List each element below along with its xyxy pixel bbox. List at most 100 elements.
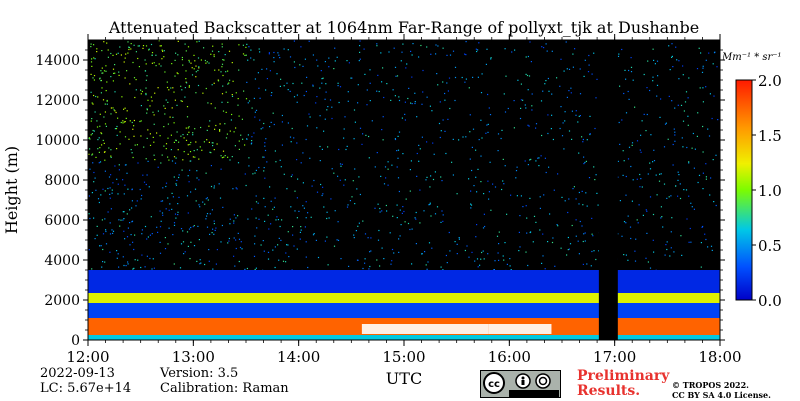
- noise-speck: [572, 66, 574, 68]
- noise-speck: [386, 83, 388, 85]
- noise-speck: [493, 269, 495, 271]
- noise-speck: [579, 115, 581, 117]
- noise-speck: [492, 183, 494, 185]
- noise-speck: [679, 183, 681, 185]
- noise-speck: [477, 49, 479, 51]
- noise-speck: [251, 208, 253, 210]
- noise-speck: [110, 76, 112, 78]
- noise-speck: [579, 220, 581, 223]
- noise-speck: [672, 164, 674, 166]
- noise-speck: [548, 166, 550, 168]
- noise-speck: [454, 66, 457, 68]
- noise-speck: [363, 48, 365, 50]
- noise-speck: [685, 91, 688, 93]
- noise-speck: [211, 142, 213, 144]
- noise-speck: [688, 77, 690, 79]
- noise-speck: [106, 103, 108, 105]
- noise-speck: [238, 238, 241, 240]
- noise-speck: [192, 132, 194, 134]
- noise-speck: [319, 87, 321, 89]
- noise-speck: [445, 254, 447, 257]
- noise-speck: [140, 93, 142, 95]
- noise-speck: [225, 137, 228, 139]
- noise-speck: [346, 206, 349, 208]
- noise-speck: [435, 44, 437, 46]
- noise-speck: [554, 265, 556, 267]
- noise-speck: [327, 106, 329, 108]
- noise-speck: [209, 233, 211, 235]
- noise-speck: [89, 148, 91, 150]
- noise-speck: [267, 214, 269, 216]
- noise-speck: [178, 176, 180, 179]
- chart-title: Attenuated Backscatter at 1064nm Far-Ran…: [108, 18, 699, 37]
- noise-speck: [208, 125, 210, 127]
- noise-speck: [163, 105, 165, 107]
- noise-speck: [391, 248, 394, 251]
- noise-speck: [147, 99, 149, 101]
- noise-speck: [656, 60, 659, 62]
- noise-speck: [451, 161, 453, 163]
- noise-speck: [650, 134, 652, 136]
- noise-speck: [204, 59, 206, 62]
- noise-speck: [688, 162, 690, 164]
- noise-speck: [92, 103, 94, 105]
- noise-speck: [139, 120, 141, 123]
- noise-speck: [246, 81, 248, 83]
- noise-speck: [643, 73, 645, 76]
- noise-speck: [116, 134, 118, 136]
- noise-speck: [213, 220, 215, 222]
- noise-speck: [165, 148, 167, 150]
- noise-speck: [97, 148, 99, 150]
- noise-speck: [368, 268, 370, 270]
- noise-speck: [190, 191, 192, 193]
- noise-speck: [261, 68, 263, 70]
- noise-speck: [98, 162, 100, 164]
- noise-speck: [163, 126, 165, 128]
- noise-speck: [694, 148, 696, 150]
- noise-speck: [108, 147, 110, 149]
- noise-speck: [138, 45, 140, 47]
- noise-speck: [324, 98, 326, 100]
- noise-speck: [280, 166, 282, 168]
- noise-speck: [99, 147, 101, 149]
- noise-speck: [702, 87, 704, 89]
- noise-speck: [191, 67, 193, 69]
- noise-speck: [653, 251, 655, 253]
- noise-speck: [189, 258, 191, 260]
- noise-speck: [184, 251, 186, 253]
- noise-speck: [291, 127, 293, 130]
- noise-speck: [177, 40, 179, 42]
- noise-speck: [303, 207, 305, 209]
- noise-speck: [700, 52, 702, 54]
- noise-speck: [116, 148, 118, 150]
- noise-speck: [484, 225, 486, 228]
- noise-speck: [163, 145, 165, 147]
- noise-speck: [513, 100, 515, 102]
- noise-speck: [340, 258, 342, 260]
- noise-speck: [354, 121, 356, 123]
- noise-speck: [140, 135, 142, 137]
- noise-speck: [388, 51, 390, 53]
- noise-speck: [250, 57, 252, 59]
- noise-speck: [175, 184, 178, 186]
- noise-speck: [365, 134, 367, 136]
- noise-speck: [504, 242, 506, 244]
- noise-speck: [379, 265, 381, 267]
- noise-speck: [93, 57, 95, 59]
- noise-speck: [470, 207, 472, 209]
- noise-speck: [402, 43, 404, 45]
- noise-speck: [666, 248, 668, 251]
- noise-speck: [392, 215, 394, 217]
- noise-speck: [429, 105, 431, 107]
- noise-speck: [531, 93, 533, 95]
- noise-speck: [442, 47, 444, 49]
- noise-speck: [205, 62, 207, 64]
- noise-speck: [407, 97, 409, 100]
- noise-speck: [229, 223, 231, 225]
- noise-speck: [282, 260, 285, 262]
- noise-speck: [258, 166, 260, 169]
- noise-speck: [479, 264, 481, 266]
- noise-speck: [206, 129, 208, 131]
- noise-speck: [597, 204, 599, 206]
- noise-speck: [182, 241, 185, 243]
